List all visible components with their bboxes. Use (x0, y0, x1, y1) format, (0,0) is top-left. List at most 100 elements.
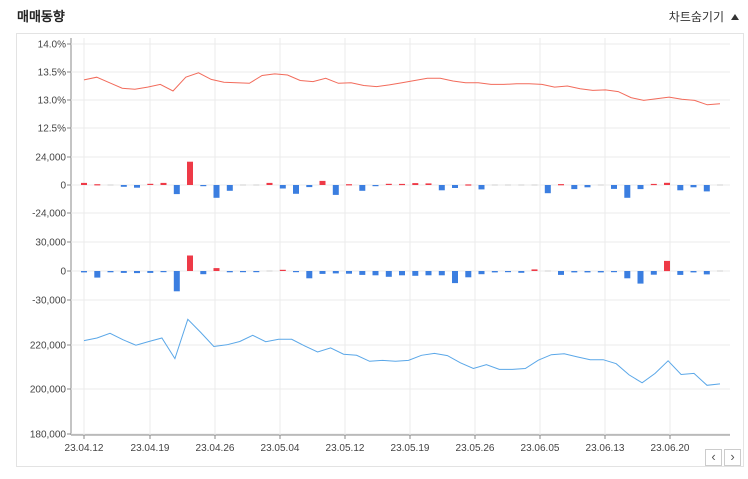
bar-negative (160, 271, 167, 273)
y-tick-label: -24,000 (32, 209, 66, 220)
bar-negative (306, 271, 313, 279)
next-page-button[interactable]: › (724, 449, 741, 466)
bar-negative (399, 271, 405, 276)
bar-negative (279, 185, 286, 189)
bar-positive (412, 183, 419, 185)
bar-positive (346, 184, 352, 186)
bar-negative (518, 271, 525, 273)
bar-negative (412, 271, 419, 276)
hide-chart-toggle[interactable]: 차트숨기기 (669, 8, 739, 25)
bar-positive (399, 183, 405, 186)
x-tick-label: 23.04.26 (196, 443, 235, 454)
y-tick-label: 14.0% (38, 40, 66, 51)
bar-positive (664, 182, 670, 185)
bar-positive (558, 184, 564, 186)
rate-series-line (83, 72, 721, 106)
bar-positive (94, 184, 101, 186)
bar-negative (690, 271, 697, 273)
bar-negative (372, 185, 379, 187)
bar-negative (359, 271, 366, 275)
bar-positive (385, 183, 392, 185)
bar-negative (677, 185, 684, 191)
bar-negative (200, 185, 207, 187)
bar-positive (664, 260, 670, 272)
bar-positive (187, 161, 193, 185)
bar-zero-mark (266, 270, 273, 272)
bar-negative (597, 271, 604, 273)
bar-positive (319, 180, 326, 185)
bar-negative (293, 185, 299, 194)
bar-negative (584, 271, 591, 273)
bar-positive (213, 268, 220, 271)
bar-negative (332, 271, 339, 274)
bar-positive (81, 182, 87, 185)
bar-positive (531, 269, 538, 271)
bar-negative (624, 271, 631, 279)
bar-negative (81, 271, 87, 273)
bar-negative (650, 271, 657, 275)
x-tick-label: 23.05.12 (326, 443, 365, 454)
bar-negative (425, 271, 432, 276)
bar-negative (173, 185, 180, 195)
bar-negative (213, 185, 220, 198)
chart-frame (16, 33, 744, 467)
bar-zero-mark (544, 270, 551, 272)
bar-negative (584, 185, 591, 188)
bar-negative (452, 185, 458, 188)
y-tick-label: 12.5% (38, 124, 66, 135)
x-tick-label: 23.05.26 (456, 443, 495, 454)
x-tick-label: 23.05.19 (391, 443, 430, 454)
x-tick-label: 23.05.04 (261, 443, 300, 454)
bar-negative (134, 271, 140, 274)
bar-zero-mark (597, 184, 604, 186)
bar-negative (611, 185, 617, 189)
bar-negative (120, 185, 127, 187)
bar-negative (319, 271, 326, 274)
bar-positive (187, 255, 193, 271)
bar-negative (544, 185, 551, 194)
bar-negative (120, 271, 127, 273)
bar-zero-mark (518, 184, 525, 186)
bar-negative (703, 271, 710, 275)
x-tick-label: 23.06.13 (586, 443, 625, 454)
bar-negative (107, 271, 114, 273)
bar-positive (147, 183, 154, 185)
bar-negative (703, 185, 710, 192)
x-tick-label: 23.06.05 (521, 443, 560, 454)
y-tick-label: 13.5% (38, 68, 66, 79)
y-tick-label: 200,000 (30, 385, 67, 396)
bar-negative (173, 271, 180, 292)
bar-negative (491, 271, 498, 273)
bar-positive (160, 182, 167, 185)
bar-positive (425, 183, 432, 185)
bar-negative (624, 185, 631, 198)
bar-zero-mark (107, 184, 114, 186)
bar-negative (478, 185, 485, 190)
bar-positive (650, 183, 657, 186)
bar-negative (385, 271, 392, 277)
bar-zero-mark (531, 184, 538, 186)
bar-negative (372, 271, 379, 276)
bar-negative (571, 271, 578, 273)
bar-positive (465, 184, 472, 186)
section-title: 매매동향 (17, 9, 65, 24)
bar-negative (200, 271, 207, 275)
bar-negative (571, 185, 578, 190)
price-series-line (83, 318, 721, 386)
bar-negative (306, 185, 313, 188)
bar-negative (147, 271, 154, 273)
bar-negative (253, 271, 260, 273)
bar-negative (690, 185, 697, 188)
bar-zero-mark (717, 184, 723, 186)
x-tick-label: 23.04.19 (131, 443, 170, 454)
bar-negative (452, 271, 458, 284)
bar-negative (94, 271, 101, 278)
bar-negative (558, 271, 564, 275)
prev-page-button[interactable]: ‹ (705, 449, 722, 466)
y-tick-label: 220,000 (30, 341, 67, 352)
bar-negative (346, 271, 352, 274)
y-tick-label: 180,000 (30, 430, 67, 441)
y-tick-label: 30,000 (35, 238, 66, 249)
bar-zero-mark (717, 270, 723, 272)
